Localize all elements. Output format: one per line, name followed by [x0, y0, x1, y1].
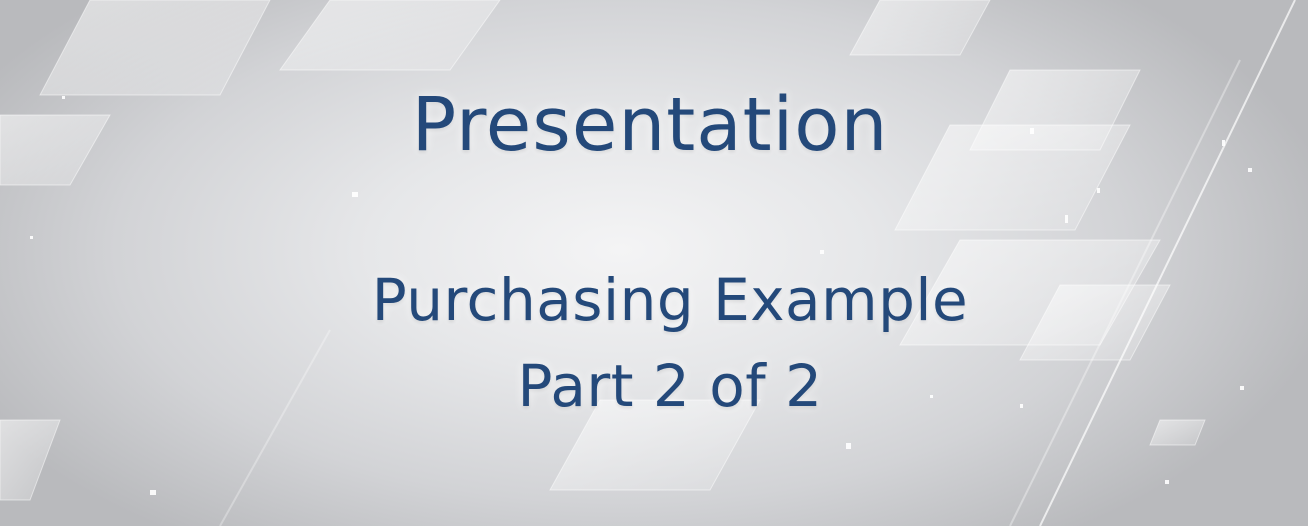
slide-subtitle-line-1: Purchasing Example: [371, 266, 969, 334]
sparkle: [1240, 386, 1244, 390]
glass-pane: [549, 399, 761, 491]
sparkle: [1020, 404, 1023, 408]
glass-pane: [1019, 284, 1171, 361]
sparkle: [62, 96, 65, 99]
light-streak: [1009, 59, 1241, 526]
sparkle: [1030, 128, 1034, 134]
light-streak: [1039, 0, 1296, 526]
glass-pane: [0, 419, 61, 501]
slide-title: Presentation: [411, 82, 889, 168]
sparkle: [1165, 480, 1169, 484]
sparkle: [930, 395, 933, 398]
light-streak: [219, 329, 331, 526]
sparkle: [1097, 188, 1100, 193]
sparkle: [1065, 215, 1068, 223]
glass-pane: [894, 124, 1131, 231]
sparkle: [1248, 168, 1252, 172]
sparkle: [352, 192, 358, 197]
glass-pane: [0, 114, 111, 186]
glass-pane: [39, 0, 271, 96]
sparkle: [30, 236, 33, 239]
slide-subtitle-line-2: Part 2 of 2: [517, 352, 823, 420]
glass-pane: [279, 0, 501, 71]
glass-pane: [849, 0, 991, 56]
sparkle: [150, 490, 156, 495]
sparkle: [820, 250, 824, 254]
sparkle: [846, 443, 851, 449]
glass-pane: [1149, 419, 1206, 446]
sparkle: [1222, 140, 1225, 146]
